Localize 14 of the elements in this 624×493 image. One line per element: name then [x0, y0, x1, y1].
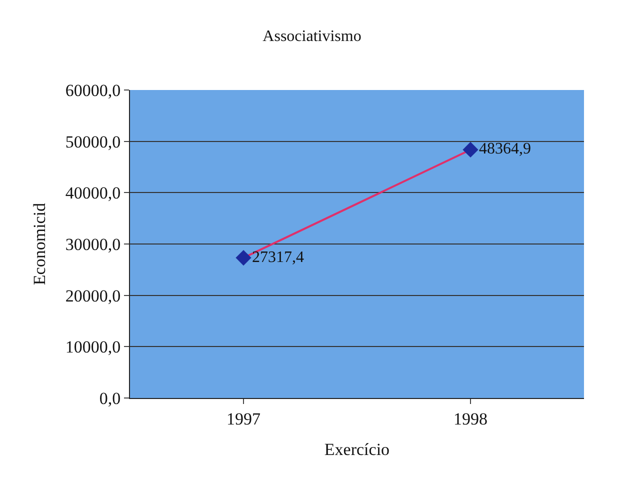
- x-tick-label: 1997: [226, 409, 261, 428]
- data-label: 27317,4: [252, 248, 304, 266]
- y-tick-label: 50000,0: [65, 132, 121, 152]
- y-axis-title: Economicid: [30, 202, 49, 286]
- y-tick-label: 40000,0: [65, 184, 121, 203]
- y-tick-label: 60000,0: [65, 80, 121, 100]
- x-tick-label: 1998: [454, 409, 488, 428]
- x-axis-title: Exercício: [324, 440, 390, 459]
- y-tick-label: 30000,0: [65, 234, 121, 254]
- y-tick-label: 20000,0: [65, 286, 121, 306]
- chart-title: Associativismo: [262, 28, 362, 45]
- data-label: 48364,9: [479, 140, 531, 158]
- y-tick-label: 10000,0: [65, 338, 121, 357]
- y-tick-label: 0,0: [99, 388, 121, 408]
